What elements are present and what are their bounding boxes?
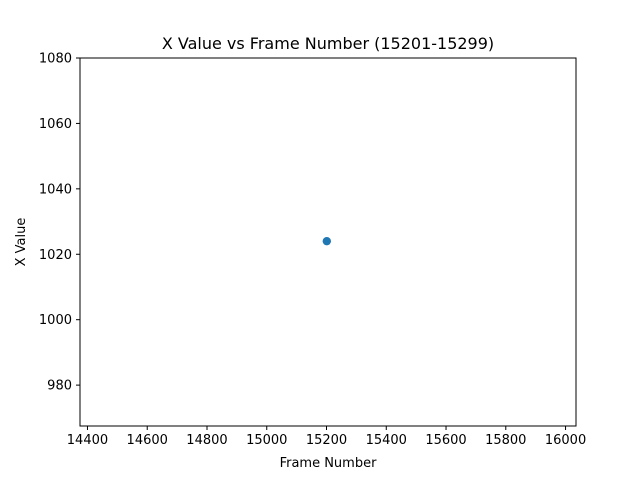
x-tick-label: 15800 [485,433,526,448]
x-axis-label: Frame Number [280,456,378,471]
x-tick-label: 15600 [425,433,466,448]
y-tick-label: 1080 [39,52,72,67]
y-axis-label: X Value [14,218,29,267]
y-tick-label: 1020 [39,248,72,263]
y-tick-label: 980 [47,379,72,394]
x-tick-label: 15400 [366,433,407,448]
x-tick-label: 14400 [67,433,108,448]
chart-title: X Value vs Frame Number (15201-15299) [162,34,494,53]
x-tick-label: 14800 [186,433,227,448]
data-point [322,236,332,246]
x-tick-label: 15000 [246,433,287,448]
x-axis-ticks: 14400 14600 14800 15000 15200 15400 15600 15800… [67,426,586,448]
x-tick-label: 16000 [545,433,586,448]
y-axis-ticks: 980 1000 1020 1040 1060 1080 [39,52,80,394]
data-points [322,236,332,246]
y-tick-label: 1040 [39,182,72,197]
plot-frame [79,57,577,427]
y-tick-label: 1060 [39,117,72,132]
x-tick-label: 15200 [306,433,347,448]
y-tick-label: 1000 [39,313,72,328]
x-tick-label: 14600 [127,433,168,448]
